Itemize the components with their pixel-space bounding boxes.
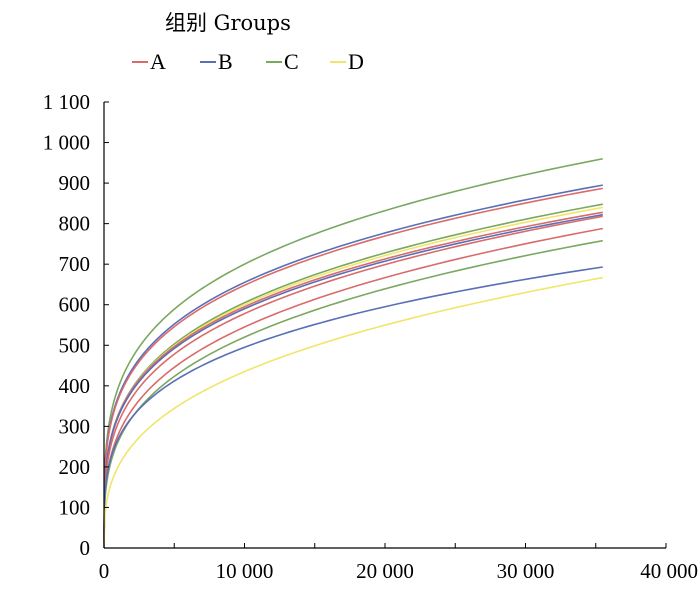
y-tick-label: 1 100 <box>43 90 90 114</box>
series-line-a-9 <box>103 227 603 549</box>
series-line-a-8 <box>103 215 603 549</box>
y-tick-label: 0 <box>80 536 91 560</box>
legend-label-c: C <box>284 49 299 74</box>
legend-title: 组别 Groups <box>165 11 291 35</box>
series-line-b-11 <box>103 266 603 549</box>
legend-label-b: B <box>218 49 233 74</box>
series-line-b-2 <box>103 184 603 549</box>
y-tick-label: 900 <box>59 171 91 195</box>
legend-label-a: A <box>150 49 166 74</box>
y-tick-label: 700 <box>59 252 91 276</box>
x-tick-label: 0 <box>99 559 110 583</box>
y-tick-label: 600 <box>59 293 91 317</box>
y-tick-label: 200 <box>59 455 91 479</box>
x-tick-label: 30 000 <box>497 559 555 583</box>
legend: 组别 Groups A B C D <box>132 11 364 74</box>
series-line-a-3 <box>103 187 603 549</box>
series-line-c-1 <box>103 157 603 549</box>
y-tick-label: 300 <box>59 414 91 438</box>
legend-label-d: D <box>348 49 364 74</box>
x-tick-label: 20 000 <box>356 559 414 583</box>
x-tick-label: 10 000 <box>216 559 274 583</box>
series-layer <box>103 157 603 549</box>
y-tick-label: 800 <box>59 212 91 236</box>
y-tick-label: 100 <box>59 495 91 519</box>
y-tick-label: 500 <box>59 333 91 357</box>
y-tick-label: 400 <box>59 374 91 398</box>
y-tick-label: 1 000 <box>43 131 90 155</box>
series-line-d-12 <box>103 276 603 549</box>
x-tick-label: 40 000 <box>640 559 698 583</box>
